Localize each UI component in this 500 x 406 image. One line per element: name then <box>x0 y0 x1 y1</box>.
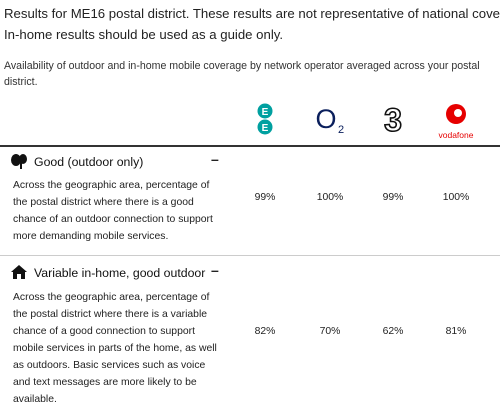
coverage-value: 99% <box>382 192 404 203</box>
tree-icon <box>11 154 27 169</box>
ee-logo: E E <box>257 103 273 135</box>
description-line: Across the geographic area, percentage o… <box>13 292 210 303</box>
coverage-value: 100% <box>442 192 470 203</box>
coverage-value: 62% <box>382 326 404 337</box>
intro-line: In-home results should be used as a guid… <box>4 27 284 42</box>
o2-sub: 2 <box>338 124 344 136</box>
description-line: more demanding mobile services. <box>13 231 169 242</box>
subtitle-line: Availability of outdoor and in-home mobi… <box>4 60 480 72</box>
description-line: mobile services in parts of the home, as… <box>13 343 217 354</box>
coverage-value: 100% <box>316 192 344 203</box>
row-title: Good (outdoor only) <box>34 155 144 169</box>
o2-letter: O <box>315 104 336 134</box>
description-line: chance of an outdoor connection to suppo… <box>13 214 213 225</box>
description-line: the postal district where there is a goo… <box>13 197 194 208</box>
description-line: the postal district where there is a var… <box>13 309 208 320</box>
coverage-value: 70% <box>319 326 341 337</box>
ee-letter: E <box>262 123 269 134</box>
ee-letter: E <box>262 107 269 118</box>
description-line: Across the geographic area, percentage o… <box>13 180 210 191</box>
row-title: Variable in-home, good outdoor <box>34 266 206 280</box>
subtitle-line: district. <box>4 76 38 88</box>
collapse-toggle[interactable]: – <box>211 262 219 278</box>
description-line: available. <box>13 394 57 405</box>
o2-logo: O 2 <box>315 104 344 136</box>
coverage-value: 99% <box>254 192 276 203</box>
operator-logos: E E O 2 3 vodafone <box>257 101 474 140</box>
three-logo: 3 <box>384 102 402 138</box>
vodafone-logo: vodafone <box>439 104 474 140</box>
coverage-value: 81% <box>445 326 467 337</box>
description-line: chance of a good connection to support <box>13 326 195 337</box>
description-line: and text messages are more likely to be <box>13 377 197 388</box>
vodafone-text: vodafone <box>439 130 474 140</box>
row-divider <box>0 255 500 256</box>
collapse-toggle[interactable]: – <box>211 151 219 167</box>
description-line: as outdoors. Basic services such as voic… <box>13 360 206 371</box>
coverage-value: 82% <box>254 326 276 337</box>
header-rule <box>0 145 500 147</box>
home-icon <box>11 265 27 279</box>
intro-line: Results for ME16 postal district. These … <box>4 6 500 21</box>
